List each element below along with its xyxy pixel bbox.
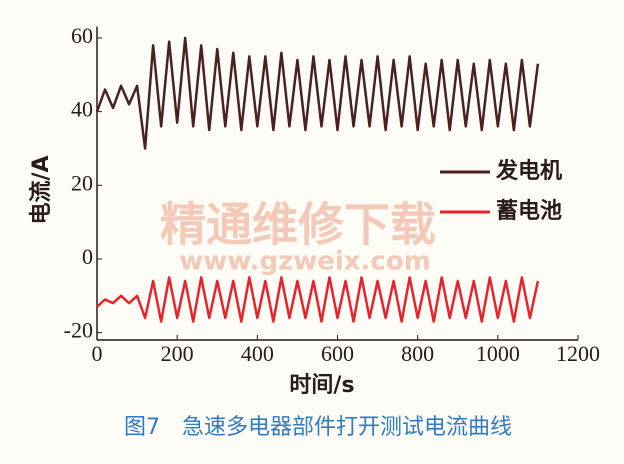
x-tick-label: 1000 — [476, 341, 520, 366]
x-axis-label: 时间/s — [289, 373, 354, 398]
y-tick-label: 60 — [71, 23, 93, 48]
x-tick-label: 1200 — [556, 341, 600, 366]
y-tick-label: 40 — [71, 97, 93, 122]
watermark-url: www.gzweix.com — [179, 247, 431, 277]
x-tick-label: 200 — [161, 341, 194, 366]
y-tick-label: 0 — [82, 244, 93, 269]
x-tick-label: 0 — [92, 341, 103, 366]
x-tick-label: 800 — [401, 341, 434, 366]
caption: 图7 急速多电器部件打开测试电流曲线 — [124, 415, 512, 440]
y-tick-label: -20 — [64, 318, 93, 343]
series-line — [95, 36, 540, 150]
x-tick-label: 600 — [321, 341, 354, 366]
watermark: 精通维修下载 — [160, 198, 436, 252]
legend-label: 蓄电池 — [496, 199, 562, 224]
x-tick-label: 400 — [241, 341, 274, 366]
series-line — [96, 276, 540, 323]
legend-label: 发电机 — [495, 158, 562, 184]
y-tick-label: 20 — [71, 170, 93, 195]
y-axis-label: 电流/A — [28, 155, 54, 224]
